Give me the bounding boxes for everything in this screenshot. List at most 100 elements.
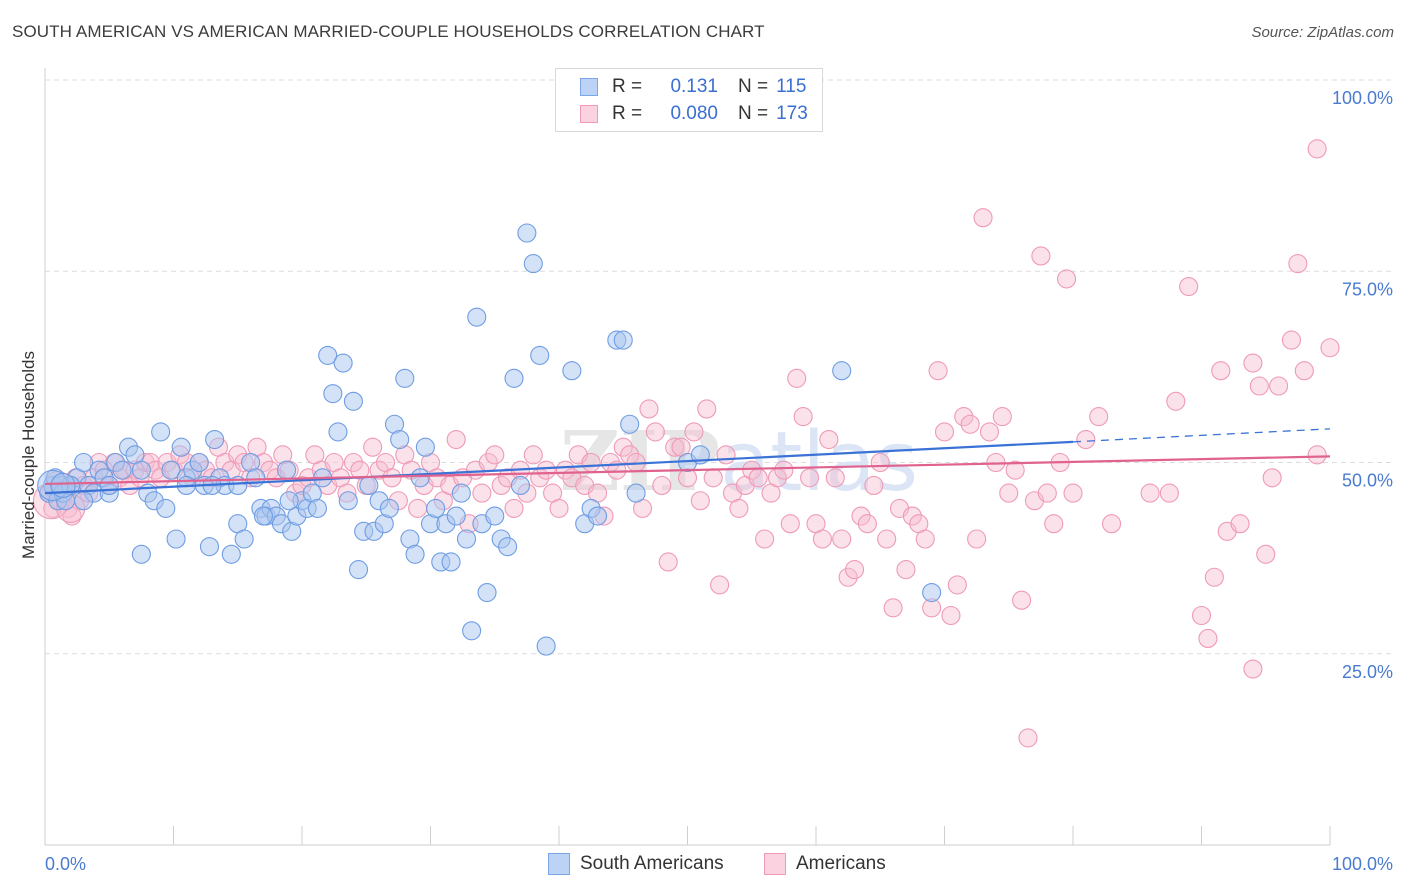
point-south-americans [277,460,297,480]
point-south-americans [451,483,471,503]
point-south-americans [467,307,487,327]
point-south-americans [199,537,220,557]
point-south-americans [279,491,299,511]
legend-label: Americans [796,853,886,874]
chart-title: SOUTH AMERICAN VS AMERICAN MARRIED-COUPL… [12,22,765,41]
point-south-americans [99,475,119,496]
point-americans [523,445,543,465]
point-americans [1243,659,1263,679]
point-americans [1166,391,1186,411]
point-south-americans [613,330,633,350]
point-americans [838,567,858,587]
point-americans [1204,567,1224,587]
point-americans [485,445,505,465]
point-americans [446,429,466,450]
point-south-americans [131,544,151,564]
tick-labels: 100.0% 75.0% 50.0% 25.0% 0.0% 100.0% [45,88,1393,874]
point-south-americans [318,345,338,365]
n-key: N = [738,76,769,97]
point-americans [902,506,922,526]
point-americans [665,437,685,457]
point-americans [883,598,903,618]
point-americans [1307,445,1327,465]
point-americans [697,399,717,419]
x-tick-label-max: 100.0% [1332,854,1393,874]
point-americans [832,529,852,549]
point-south-americans [426,498,446,518]
point-americans [1191,605,1212,626]
point-americans [716,445,736,465]
bottom-legend-south-americans: South Americans [548,852,724,876]
point-americans [1044,514,1064,534]
point-americans [992,407,1012,427]
point-americans [973,208,993,228]
point-americans [1320,338,1340,358]
point-south-americans [504,368,524,388]
point-americans [915,529,935,549]
point-americans [1230,514,1250,534]
n-key: N = [738,103,769,124]
point-south-americans [171,437,191,457]
point-americans [549,498,569,518]
point-americans [581,452,601,473]
point-americans [1256,544,1276,564]
point-americans [1012,590,1032,610]
y-tick-label: 25.0% [1342,662,1393,682]
point-americans [1269,376,1289,396]
point-south-americans [323,384,343,404]
point-south-americans [523,254,543,274]
point-americans [658,552,678,572]
point-americans [960,414,980,434]
legend-row-americans: R = 0.080 N = 173 [580,102,808,126]
point-south-americans [205,429,225,450]
bottom-legend-americans: Americans [764,852,886,876]
point-south-americans [922,582,942,603]
y-tick-label: 100.0% [1332,88,1393,108]
legend-row-south-americans: R = 0.131 N = 115 [580,75,806,99]
r-value: 0.080 [670,103,718,124]
point-americans [639,399,659,419]
point-americans [504,498,524,518]
gridlines [45,79,1395,655]
point-americans [363,437,383,457]
point-americans [793,407,813,427]
legend-label: South Americans [580,853,724,874]
point-americans [934,422,955,442]
point-americans [928,361,948,381]
point-south-americans [832,361,852,381]
point-americans [800,468,820,488]
point-south-americans [221,544,241,564]
point-americans [1063,483,1083,503]
point-south-americans [462,621,482,641]
point-americans [864,475,884,496]
point-south-americans [626,483,646,503]
point-south-americans [348,560,369,580]
point-americans [877,529,897,549]
axes [44,68,1331,846]
point-south-americans [415,437,435,457]
point-americans [343,452,363,473]
point-south-americans [441,552,461,572]
point-americans [825,468,845,488]
point-south-americans [359,475,379,496]
source-note: Source: ZipAtlas.com [1251,24,1394,41]
point-south-americans [131,460,151,480]
point-americans [1211,361,1231,381]
point-americans [774,460,794,480]
point-south-americans [477,582,497,603]
r-key: R = [612,103,643,124]
blue-swatch [580,78,598,96]
point-americans [652,475,672,496]
r-value: 0.131 [670,76,718,97]
point-south-americans [246,468,266,488]
point-south-americans [333,353,353,373]
point-americans [1037,483,1057,503]
point-south-americans [379,498,399,518]
americans-points [32,139,1340,748]
point-americans [979,422,1000,442]
point-south-americans [253,506,274,526]
point-americans [780,514,800,534]
point-south-americans [510,475,531,496]
point-americans [999,483,1019,503]
